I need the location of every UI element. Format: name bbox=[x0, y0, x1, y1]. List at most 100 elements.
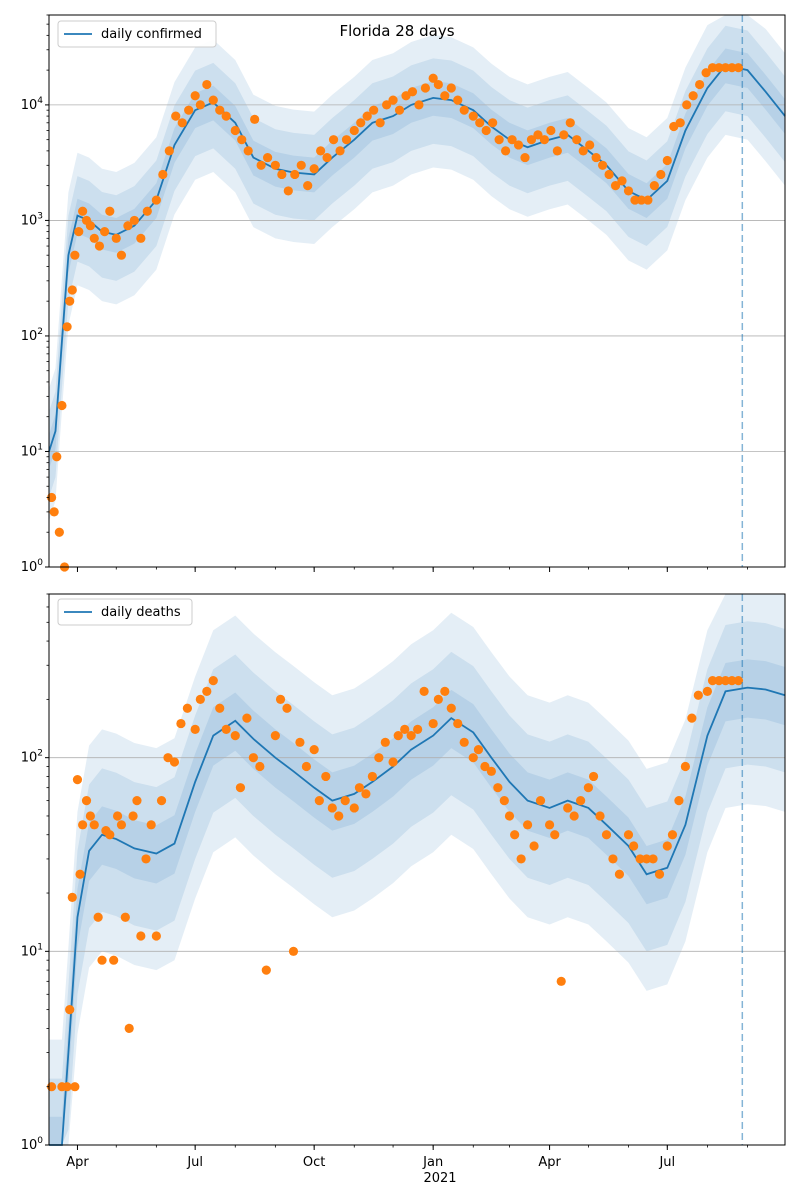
observed-point bbox=[230, 125, 240, 136]
observed-point bbox=[630, 195, 640, 205]
observed-point bbox=[54, 527, 64, 537]
observed-point bbox=[290, 169, 300, 180]
observed-point bbox=[629, 841, 639, 851]
observed-point bbox=[322, 152, 332, 163]
deaths-x-ticks: Apr Jul Oct Jan Apr Jul bbox=[66, 1145, 748, 1170]
observed-point bbox=[662, 155, 672, 166]
figure-title: Florida 28 days bbox=[339, 22, 454, 40]
observed-point bbox=[349, 803, 359, 813]
observed-point bbox=[667, 830, 678, 840]
observed-point bbox=[583, 783, 593, 793]
observed-point bbox=[215, 703, 225, 713]
observed-point bbox=[136, 233, 146, 243]
observed-point bbox=[89, 820, 99, 830]
observed-point bbox=[643, 195, 653, 205]
observed-point bbox=[654, 869, 665, 879]
observed-point bbox=[81, 796, 92, 806]
observed-point bbox=[648, 854, 658, 864]
observed-point bbox=[522, 820, 533, 830]
y-tick-label: 100 bbox=[21, 558, 44, 575]
x-tick-label: Jul bbox=[658, 1155, 675, 1170]
observed-point bbox=[141, 854, 151, 864]
observed-point bbox=[354, 783, 365, 793]
observed-point bbox=[707, 675, 718, 686]
observed-point bbox=[334, 811, 344, 821]
observed-point bbox=[163, 753, 173, 763]
observed-point bbox=[132, 796, 142, 806]
observed-point bbox=[369, 105, 379, 115]
observed-point bbox=[94, 241, 105, 251]
observed-point bbox=[142, 206, 152, 216]
observed-point bbox=[394, 105, 405, 115]
observed-point bbox=[303, 181, 313, 191]
observed-point bbox=[67, 892, 77, 902]
observed-point bbox=[488, 118, 498, 128]
observed-point bbox=[433, 79, 443, 90]
observed-point bbox=[70, 250, 80, 260]
observed-point bbox=[327, 803, 337, 813]
observed-point bbox=[202, 79, 212, 90]
deaths-panel: 100 101 102 Apr Jul Oct Jan Apr Jul 2021 daily … bbox=[21, 593, 786, 1186]
observed-point bbox=[727, 675, 737, 686]
observed-point bbox=[275, 694, 286, 704]
observed-point bbox=[446, 83, 456, 93]
x-tick-label: Apr bbox=[538, 1155, 561, 1170]
observed-point bbox=[493, 783, 503, 793]
observed-point bbox=[733, 675, 744, 686]
observed-point bbox=[695, 79, 705, 90]
observed-point bbox=[255, 761, 265, 772]
x-tick-label: Apr bbox=[66, 1155, 89, 1170]
observed-point bbox=[328, 135, 339, 145]
observed-point bbox=[680, 761, 691, 772]
observed-point bbox=[675, 118, 685, 128]
observed-point bbox=[184, 105, 194, 115]
observed-point bbox=[288, 946, 299, 956]
observed-point bbox=[388, 95, 398, 105]
observed-point bbox=[428, 718, 438, 729]
observed-point bbox=[85, 811, 95, 821]
observed-point bbox=[202, 686, 212, 696]
observed-point bbox=[687, 713, 697, 723]
observed-point bbox=[112, 811, 123, 821]
observed-point bbox=[208, 675, 218, 686]
observed-point bbox=[428, 73, 438, 83]
deaths-legend: daily deaths bbox=[57, 598, 193, 626]
observed-point bbox=[702, 686, 712, 696]
observed-point bbox=[674, 796, 684, 806]
observed-point bbox=[494, 135, 504, 145]
observed-point bbox=[601, 830, 612, 840]
y-tick-label: 104 bbox=[21, 96, 44, 113]
observed-point bbox=[604, 169, 614, 180]
x-tick-label: Jan bbox=[422, 1155, 443, 1170]
observed-point bbox=[230, 731, 240, 741]
observed-point bbox=[569, 811, 579, 821]
observed-point bbox=[380, 737, 390, 747]
observed-point bbox=[529, 841, 539, 851]
observed-point bbox=[177, 118, 187, 128]
observed-point bbox=[156, 796, 167, 806]
observed-point bbox=[510, 830, 520, 840]
deaths-observed-points bbox=[46, 675, 744, 1092]
observed-point bbox=[164, 146, 174, 156]
deaths-legend-label: daily deaths bbox=[101, 605, 181, 620]
observed-point bbox=[295, 737, 305, 747]
observed-point bbox=[314, 796, 324, 806]
y-tick-label: 102 bbox=[21, 327, 43, 344]
observed-point bbox=[72, 775, 83, 785]
observed-point bbox=[316, 146, 326, 156]
observed-point bbox=[578, 146, 588, 156]
observed-point bbox=[720, 675, 731, 686]
confirmed-x-ticks bbox=[76, 567, 748, 572]
observed-point bbox=[301, 761, 312, 772]
observed-point bbox=[169, 757, 180, 767]
observed-point bbox=[608, 854, 618, 864]
observed-point bbox=[539, 135, 550, 145]
observed-point bbox=[109, 955, 119, 965]
observed-point bbox=[146, 820, 156, 830]
observed-point bbox=[105, 206, 115, 216]
confirmed-legend: daily confirmed bbox=[57, 20, 217, 48]
observed-point bbox=[623, 830, 634, 840]
observed-point bbox=[520, 152, 530, 163]
observed-point bbox=[97, 955, 107, 965]
observed-point bbox=[480, 761, 490, 772]
